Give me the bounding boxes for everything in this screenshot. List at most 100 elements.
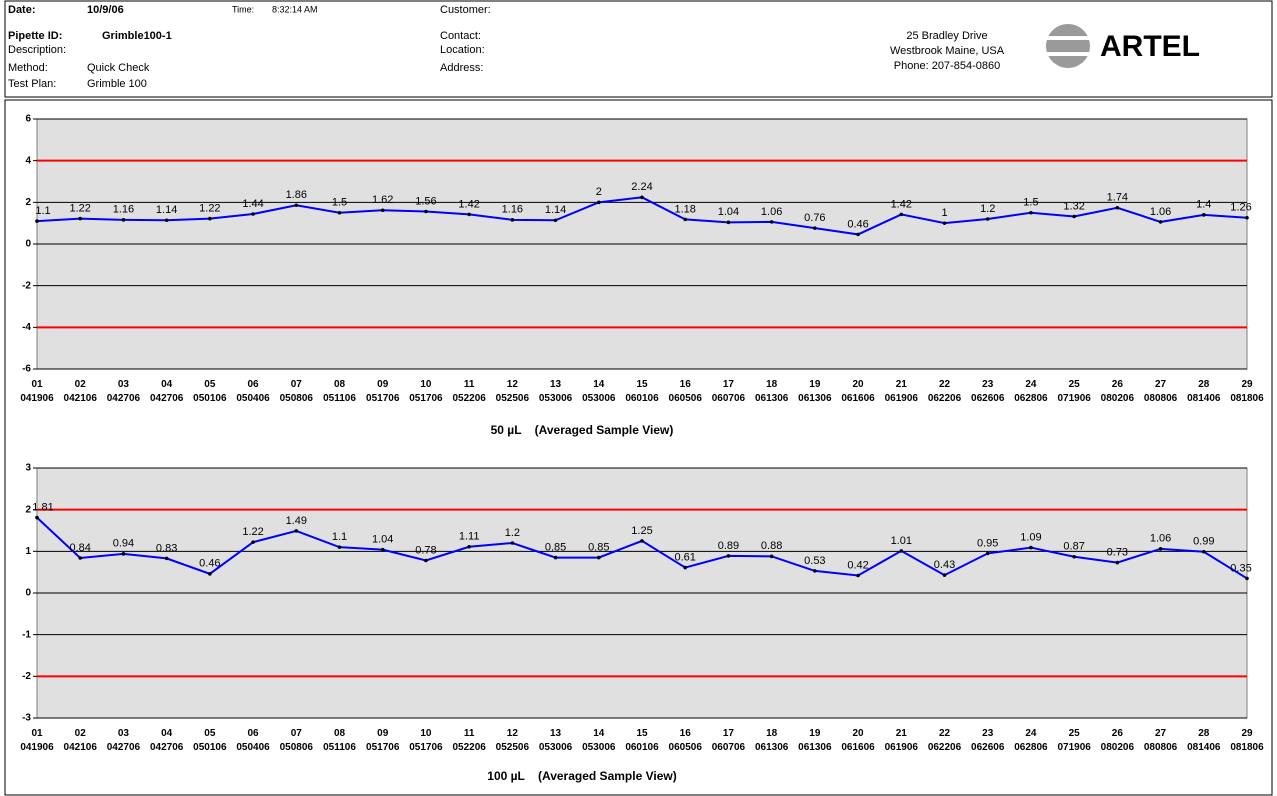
x-tick-label: 16 060506 [669,379,703,404]
point [1072,554,1076,559]
x-tick-label: 05 050106 [193,728,227,753]
x-tick-label: 23 062606 [971,379,1005,404]
data-label: 1.42 [891,198,912,210]
data-label: 1.49 [286,515,307,527]
x-tick-label: 13 053006 [539,379,573,404]
point [35,219,39,223]
x-tick-label: 15 060106 [625,379,659,404]
address-line: Westbrook Maine, USA [890,45,1005,57]
y-tick-label: -2 [22,280,31,291]
y-tick-label: -2 [22,671,31,682]
data-label: 1.56 [415,195,436,207]
point [1158,220,1163,224]
data-label: 1.22 [70,202,91,214]
x-tick-label: 29 081806 [1230,728,1264,753]
x-tick-label: 10 051706 [409,379,443,404]
point [726,554,731,558]
point [1072,214,1076,219]
point [424,558,428,563]
point [985,551,990,556]
data-label: 0.83 [156,542,177,554]
field-label: Test Plan: [8,78,56,90]
x-tick-label: 28 081406 [1187,379,1221,404]
point [78,556,83,560]
data-label: 1.81 [32,501,53,513]
address-line: 25 Bradley Drive [906,30,987,42]
x-tick-label: 09 051706 [366,379,400,404]
data-label: 1.04 [718,206,739,218]
address-line: Phone: 207-854-0860 [894,60,1000,72]
logo: ARTEL [1044,24,1200,68]
point [1029,545,1033,550]
x-tick-label: 20 061606 [841,379,875,404]
field-label: Pipette ID: [8,30,62,42]
field-label: Method: [8,62,48,74]
x-tick-label: 17 060706 [712,379,746,404]
point [1115,205,1120,210]
x-tick-label: 10 051706 [409,728,443,753]
header-box [4,0,1273,98]
x-tick-label: 12 052506 [496,379,530,404]
point [251,212,255,216]
x-tick-label: 18 061306 [755,379,789,404]
data-label: 0.76 [804,212,825,224]
y-tick-label: 3 [25,463,31,474]
data-label: 2 [596,186,602,198]
field-value: 10/9/06 [87,4,124,16]
data-label: 1.16 [113,204,134,216]
data-label: 1.2 [980,203,995,215]
x-tick-label: 11 052206 [452,728,486,753]
x-tick-label: 15 060106 [625,728,659,753]
y-tick-label: 0 [25,588,31,599]
data-label: 0.42 [847,559,868,571]
x-tick-label: 13 053006 [539,728,573,753]
point [78,216,83,221]
x-tick-label: 19 061306 [798,379,832,404]
y-tick-label: 2 [25,197,31,208]
data-label: 1.22 [242,526,263,538]
chart-box [4,99,1273,796]
x-tick-label: 14 053006 [582,728,616,753]
point [856,573,860,578]
x-tick-label: 11 052206 [452,379,486,404]
point [121,218,126,222]
data-label: 1.5 [332,197,347,209]
point [294,203,299,208]
point [1245,215,1249,220]
point [1201,213,1206,217]
point [726,220,731,225]
data-label: 0.53 [804,555,825,567]
data-label: 1.09 [1020,531,1041,543]
x-tick-label: 12 052506 [496,728,530,753]
point [467,544,471,549]
data-label: 1.16 [502,204,523,216]
point [596,200,601,205]
point [510,541,515,545]
field-value: 8:32:14 AM [272,4,318,14]
data-label: 1.06 [761,206,782,218]
chart-title: 100 µL (Averaged Sample View) [487,769,676,783]
field-label: Location: [440,44,485,56]
data-label: 0.85 [545,541,566,553]
data-label: 0.99 [1193,536,1214,548]
x-tick-label: 03 042706 [107,379,141,404]
data-label: 1.42 [458,198,479,210]
y-tick-label: 0 [25,239,31,250]
data-label: 0.88 [761,540,782,552]
data-label: 1.14 [545,204,566,216]
x-tick-label: 23 062606 [971,728,1005,753]
point [1158,547,1163,551]
data-label: 1.25 [631,525,652,537]
field-label: Customer: [440,4,491,16]
data-label: 1.14 [156,204,177,216]
y-tick-label: 4 [25,155,31,166]
field-value: Grimble100-1 [102,30,172,42]
x-tick-label: 16 060506 [669,728,703,753]
data-label: 1.06 [1150,533,1171,545]
data-label: 0.78 [415,544,436,556]
point [985,217,990,221]
x-tick-label: 24 062806 [1014,379,1048,404]
point [380,208,385,213]
y-tick-label: -1 [22,629,31,640]
data-label: 1.26 [1230,202,1251,214]
